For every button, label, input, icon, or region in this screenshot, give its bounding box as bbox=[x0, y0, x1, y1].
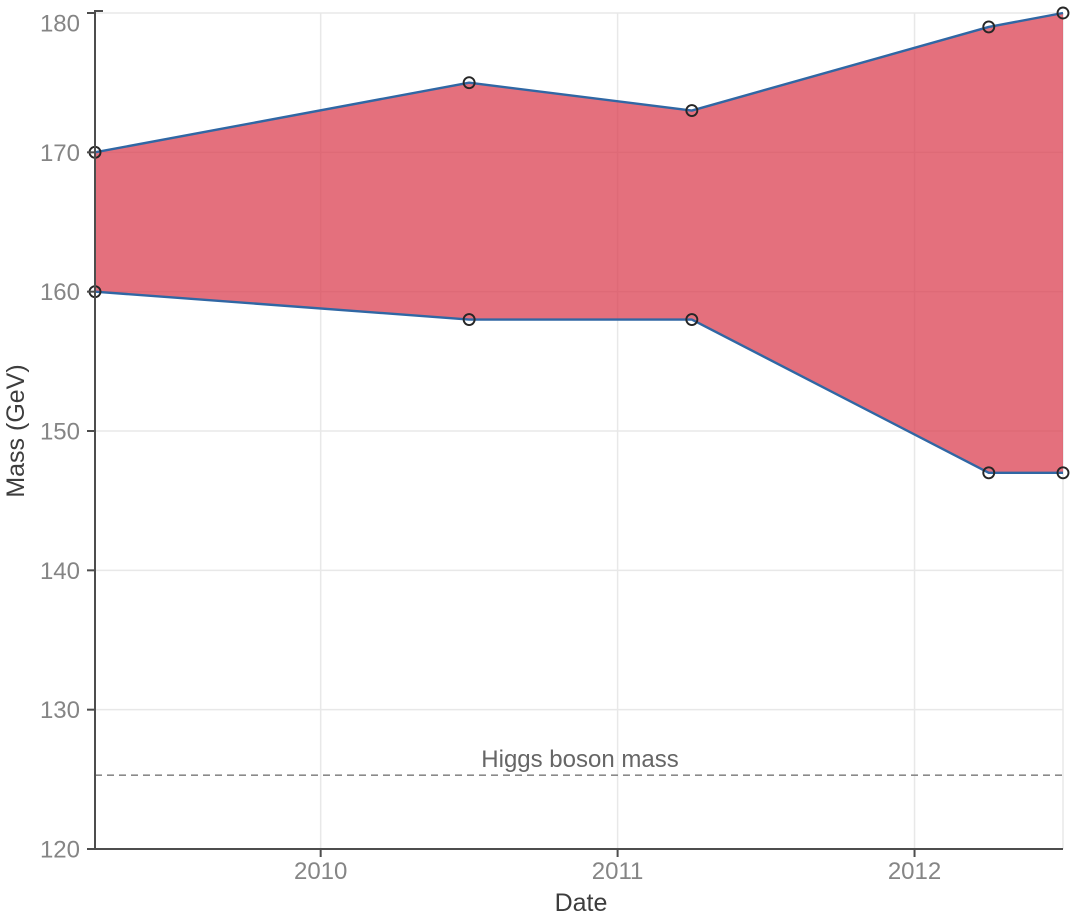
y-axis-title: Mass (GeV) bbox=[2, 364, 30, 497]
lower-bound-line bbox=[94, 290, 1063, 474]
x-tick-label: 2012 bbox=[888, 858, 941, 885]
data-point-marker[interactable] bbox=[982, 466, 996, 480]
x-tick-label: 2010 bbox=[294, 858, 347, 885]
data-point-marker[interactable] bbox=[1056, 6, 1070, 20]
bound-lines-layer bbox=[94, 11, 1064, 474]
y-tick-label: 140 bbox=[40, 558, 80, 585]
y-tick-label: 180 bbox=[40, 11, 80, 38]
x-tick-label: 2011 bbox=[592, 858, 644, 885]
higgs-mass-annotation: Higgs boson mass bbox=[481, 746, 678, 773]
data-point-marker[interactable] bbox=[685, 313, 699, 326]
y-tick-label: 130 bbox=[40, 697, 80, 724]
y-tick-label: 120 bbox=[40, 837, 80, 864]
axes bbox=[87, 10, 1063, 857]
y-tick-label: 160 bbox=[40, 279, 80, 306]
tick-labels: 120 130 140 150 160 170 180 2010 2011 2012 bbox=[40, 11, 941, 886]
exclusion-band-layer bbox=[95, 13, 1063, 473]
data-point-marker[interactable] bbox=[462, 313, 476, 326]
x-axis-title: Date bbox=[555, 889, 608, 917]
data-point-marker[interactable] bbox=[685, 104, 699, 117]
data-point-marker[interactable] bbox=[462, 76, 476, 90]
data-point-marker[interactable] bbox=[1056, 466, 1070, 480]
y-tick-label: 150 bbox=[40, 419, 80, 446]
upper-bound-line bbox=[94, 11, 1064, 154]
exclusion-band bbox=[95, 13, 1063, 473]
data-point-marker[interactable] bbox=[982, 20, 996, 34]
y-tick-label: 170 bbox=[40, 140, 80, 167]
